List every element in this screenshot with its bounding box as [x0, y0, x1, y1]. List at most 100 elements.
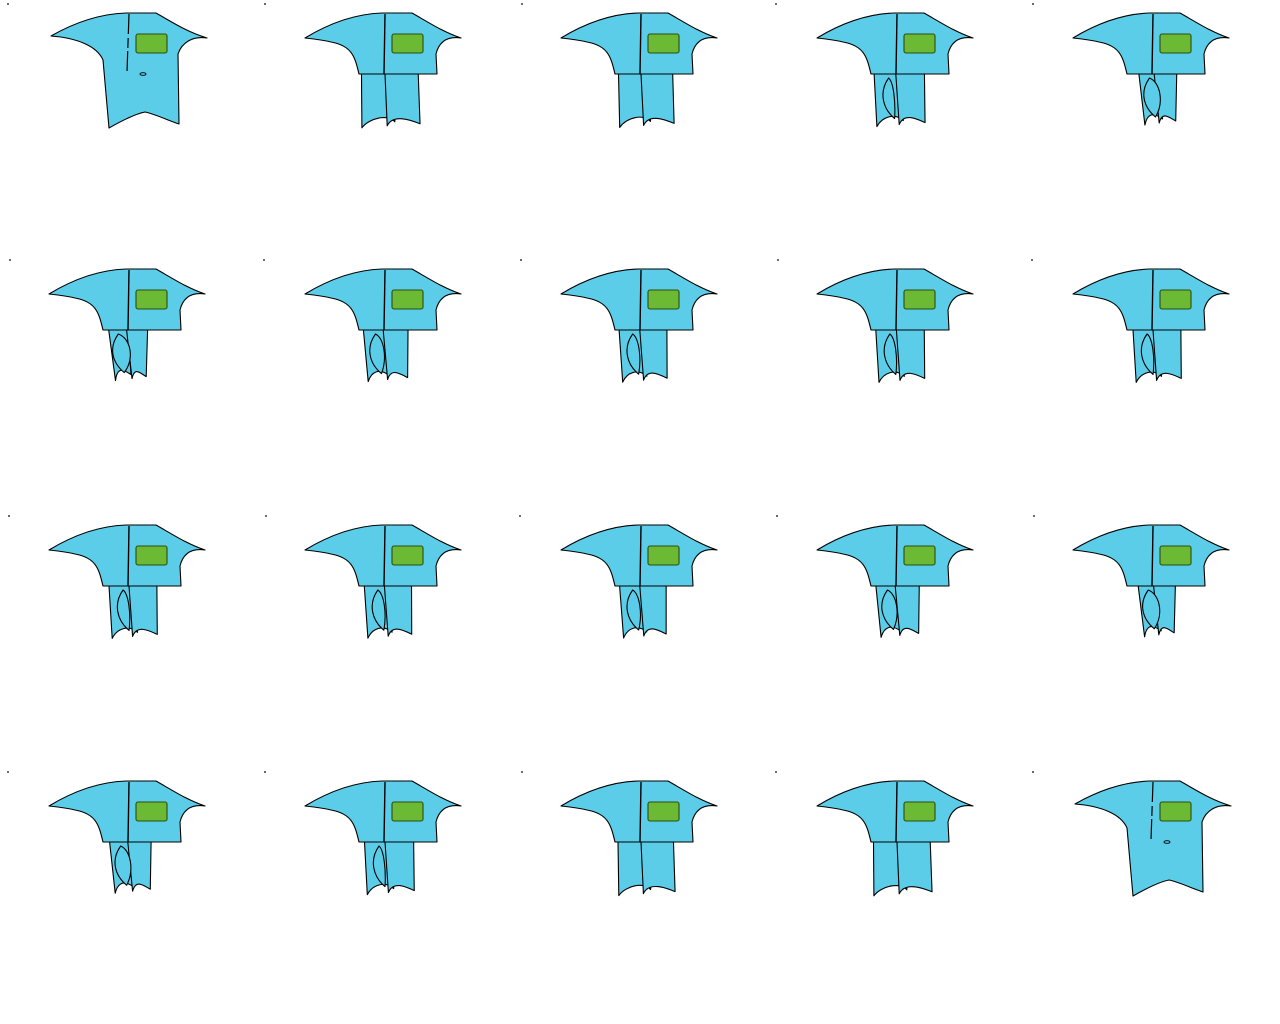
lower-right-panel [896, 841, 933, 895]
garment-drawing [8, 515, 206, 639]
center-seam [1150, 781, 1154, 841]
garment-group [560, 268, 718, 383]
garment-upper-body [560, 268, 718, 331]
garment-drawing [1031, 259, 1230, 383]
lower-right-panel [128, 585, 158, 637]
marker-dot [264, 771, 266, 773]
folding-frame [512, 768, 768, 1024]
lower-right-panel [126, 329, 149, 380]
folding-frame [256, 256, 512, 512]
folded-flap [1142, 589, 1161, 630]
chest-pocket [647, 801, 680, 822]
chest-pocket [135, 289, 168, 310]
folded-flap [371, 589, 386, 631]
folding-frame [256, 512, 512, 768]
garment-drawing [776, 515, 974, 638]
garment-upper-body [560, 524, 718, 587]
center-seam [1151, 269, 1154, 331]
lower-right-panel [382, 329, 409, 381]
center-seam [383, 13, 386, 75]
lower-right-panel [639, 329, 668, 381]
folding-frame [1024, 512, 1280, 768]
lower-right-panel [1153, 585, 1176, 636]
marker-dot [7, 771, 9, 773]
lower-right-panel [1153, 73, 1178, 124]
center-seam [127, 781, 130, 843]
garment-group [560, 524, 718, 639]
marker-dot [521, 3, 523, 5]
garment-drawing [1032, 3, 1230, 126]
folded-flap [1140, 333, 1155, 375]
folded-flap [114, 845, 132, 886]
chest-pocket [1159, 289, 1192, 310]
garment-upper-body [1072, 524, 1230, 587]
garment-upper-body [560, 12, 718, 75]
garment-group [50, 12, 208, 129]
marker-dot [8, 515, 10, 517]
garment-upper-body [1072, 268, 1230, 331]
center-seam [383, 781, 386, 843]
chest-pocket [391, 545, 424, 566]
lower-right-panel [640, 73, 675, 126]
marker-dot [264, 3, 266, 5]
garment-upper-body [304, 524, 462, 587]
folding-frame [512, 256, 768, 512]
chest-pocket [903, 801, 936, 822]
garment-upper-body [816, 524, 974, 587]
garment-upper-body [816, 780, 974, 843]
center-seam [895, 13, 898, 75]
garment-drawing [264, 3, 462, 129]
garment-body [1074, 780, 1232, 897]
garment-drawing [521, 771, 718, 897]
garment-drawing [775, 771, 974, 897]
garment-drawing [775, 3, 974, 128]
chest-pocket [903, 289, 936, 310]
folding-frame [768, 768, 1024, 1024]
garment-group [816, 12, 974, 128]
garment-upper-body [560, 780, 718, 843]
folding-frame [0, 256, 256, 512]
garment-drawing [519, 515, 718, 639]
garment-group [1072, 268, 1230, 383]
garment-upper-body [304, 780, 462, 843]
lower-right-panel [127, 841, 152, 892]
garment-drawing [520, 259, 718, 383]
marker-dot [775, 3, 777, 5]
lower-right-panel [894, 585, 920, 636]
marker-dot [263, 259, 265, 261]
marker-dot [775, 771, 777, 773]
folding-frame [512, 512, 768, 768]
lower-right-panel [895, 329, 926, 381]
garment-drawing [9, 259, 206, 382]
center-seam [1151, 525, 1154, 587]
garment-group [1072, 12, 1230, 126]
folded-flap [626, 589, 641, 631]
center-seam [895, 269, 898, 331]
garment-group [304, 524, 462, 639]
center-seam [383, 269, 386, 331]
lower-right-panel [895, 73, 926, 126]
folding-frame [0, 768, 256, 1024]
chest-pocket [647, 33, 680, 54]
folded-flap [369, 333, 385, 375]
center-seam [127, 269, 130, 331]
garment-upper-body [304, 268, 462, 331]
chest-pocket [135, 33, 168, 54]
chest-pocket [391, 289, 424, 310]
chest-pocket [1159, 545, 1192, 566]
garment-group [1074, 780, 1232, 897]
folding-frame [768, 0, 1024, 256]
marker-dot [9, 259, 11, 261]
center-seam [895, 525, 898, 587]
folded-flap [882, 77, 896, 120]
chest-pocket [903, 545, 936, 566]
garment-drawing [7, 3, 208, 129]
marker-dot [521, 771, 523, 773]
center-seam [639, 525, 642, 587]
garment-group [560, 12, 718, 128]
garment-drawing [521, 3, 718, 128]
center-seam [127, 525, 130, 587]
garment-upper-body [48, 780, 206, 843]
garment-drawing [264, 771, 462, 896]
